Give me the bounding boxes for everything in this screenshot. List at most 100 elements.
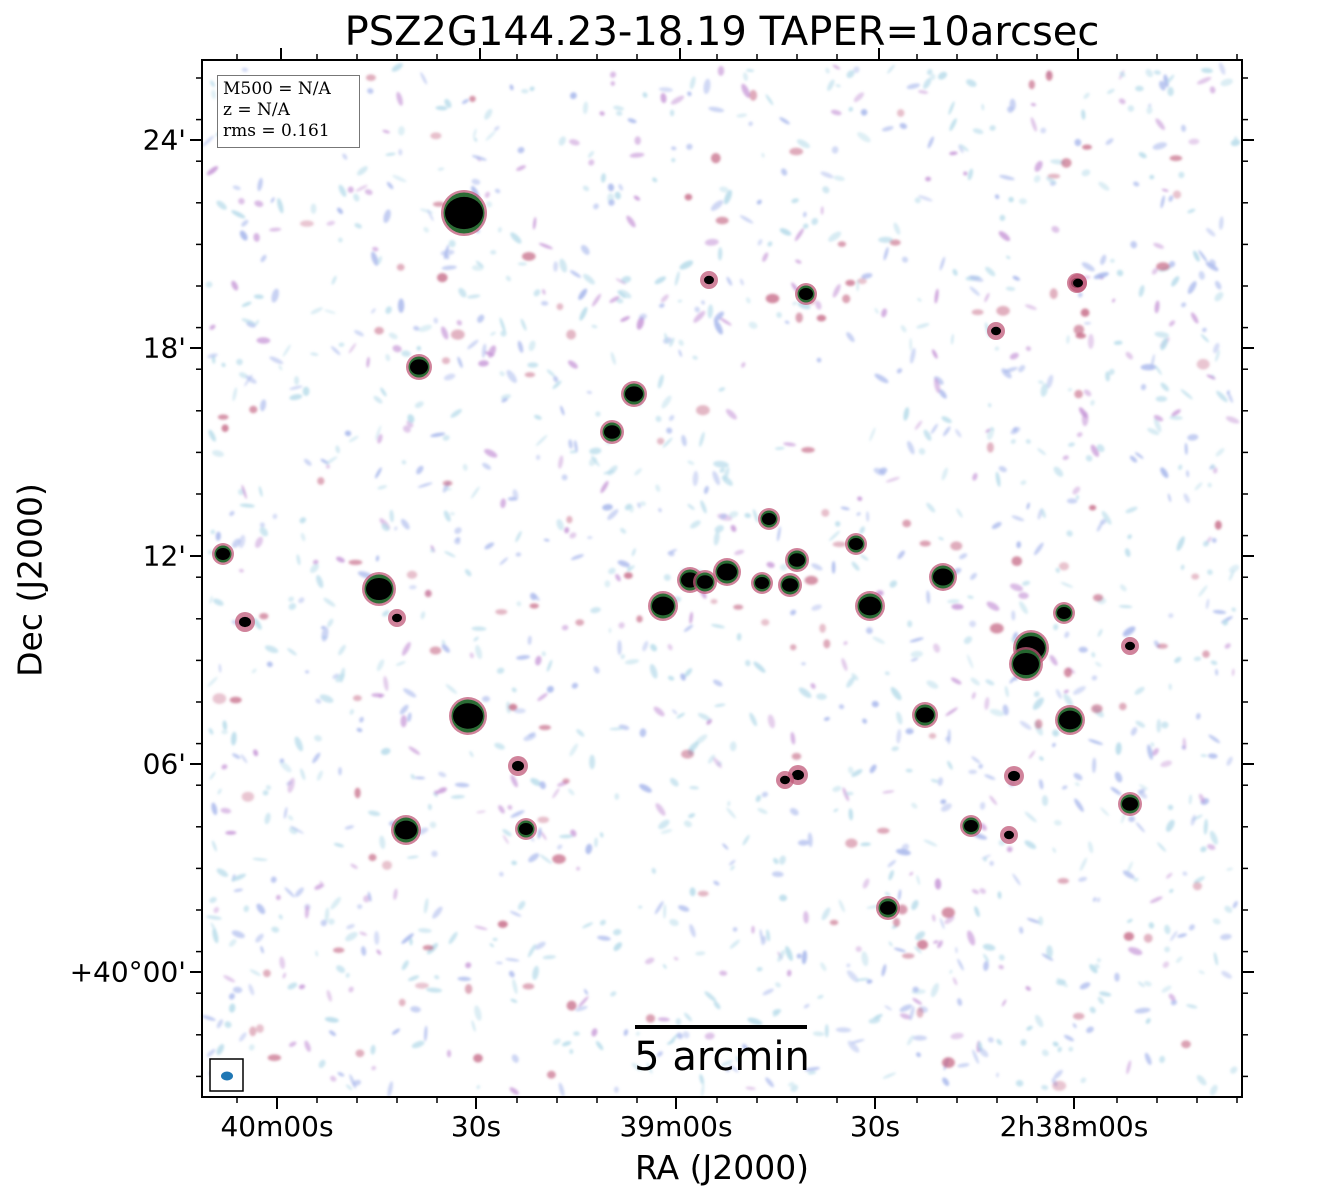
noise-speckle	[1213, 342, 1220, 354]
noise-speckle	[856, 512, 861, 516]
faint-blob	[424, 589, 432, 598]
noise-speckle	[253, 749, 259, 757]
noise-speckle	[874, 307, 879, 314]
noise-speckle	[253, 294, 264, 299]
noise-speckle	[1222, 619, 1229, 626]
noise-speckle	[1133, 877, 1139, 882]
faint-blob	[804, 575, 818, 585]
noise-speckle	[1182, 871, 1188, 876]
noise-speckle	[678, 339, 684, 346]
noise-speckle	[1165, 819, 1175, 832]
noise-speckle	[316, 575, 324, 588]
noise-speckle	[355, 184, 368, 192]
noise-speckle	[1198, 585, 1208, 597]
noise-speckle	[482, 462, 492, 470]
noise-speckle	[1148, 922, 1155, 929]
noise-speckle	[345, 1084, 353, 1091]
noise-speckle	[851, 561, 860, 571]
noise-speckle	[402, 642, 411, 656]
faint-blob	[816, 314, 827, 322]
noise-speckle	[1202, 540, 1210, 547]
noise-speckle	[613, 942, 622, 951]
noise-speckle	[523, 733, 537, 741]
faint-blob	[821, 509, 830, 517]
noise-speckle	[1053, 1069, 1063, 1080]
noise-speckle	[719, 468, 725, 473]
noise-speckle	[1089, 964, 1098, 974]
faint-blob	[941, 907, 955, 918]
noise-speckle	[982, 943, 996, 951]
faint-blob	[1061, 158, 1072, 168]
noise-speckle	[238, 372, 248, 379]
faint-blob	[1091, 704, 1103, 714]
noise-speckle	[608, 627, 612, 634]
noise-speckle	[262, 790, 269, 796]
source-core	[916, 707, 934, 723]
noise-speckle	[318, 1059, 326, 1068]
source-core	[1125, 641, 1135, 651]
noise-speckle	[552, 788, 560, 799]
noise-speckle	[777, 526, 781, 542]
noise-speckle	[574, 440, 578, 453]
noise-speckle	[406, 855, 419, 859]
noise-speckle	[571, 682, 579, 689]
noise-speckle	[1012, 275, 1021, 281]
noise-speckle	[443, 244, 449, 260]
noise-speckle	[530, 778, 542, 786]
noise-speckle	[644, 957, 655, 965]
noise-speckle	[614, 191, 621, 200]
noise-speckle	[288, 1041, 297, 1047]
noise-speckle	[510, 998, 518, 1003]
noise-speckle	[1037, 380, 1044, 385]
noise-speckle	[282, 972, 286, 979]
faint-blob	[442, 480, 453, 486]
radio-source	[391, 815, 421, 845]
noise-speckle	[429, 821, 437, 829]
noise-speckle	[321, 626, 329, 642]
source-core	[780, 775, 790, 785]
noise-speckle	[579, 306, 588, 321]
faint-blob	[1196, 358, 1210, 370]
noise-speckle	[382, 610, 390, 617]
noise-speckle	[646, 1062, 653, 1074]
noise-speckle	[1122, 626, 1136, 637]
noise-speckle	[687, 91, 692, 97]
noise-speckle	[607, 465, 618, 476]
faint-blob	[217, 414, 229, 420]
noise-speckle	[984, 774, 996, 780]
noise-speckle	[1168, 261, 1176, 268]
noise-speckle	[494, 188, 501, 194]
noise-speckle	[409, 938, 413, 946]
noise-speckle	[970, 572, 977, 580]
noise-speckle	[668, 1033, 679, 1045]
noise-speckle	[1019, 601, 1028, 614]
source-core	[366, 577, 392, 601]
noise-speckle	[1094, 661, 1102, 667]
noise-speckle	[1205, 598, 1210, 610]
noise-speckle	[1096, 958, 1102, 963]
noise-speckle	[1193, 656, 1202, 662]
noise-speckle	[914, 420, 923, 430]
noise-speckle	[866, 511, 870, 522]
noise-speckle	[958, 144, 964, 154]
noise-speckle	[1015, 1079, 1024, 1087]
noise-speckle	[1156, 719, 1162, 733]
noise-speckle	[535, 454, 541, 460]
noise-speckle	[382, 129, 390, 134]
radio-source	[1069, 274, 1087, 292]
source-core	[216, 548, 230, 560]
noise-speckle	[232, 185, 241, 191]
noise-speckle	[969, 620, 976, 628]
noise-speckle	[240, 754, 248, 764]
noise-speckle	[779, 855, 786, 865]
noise-speckle	[594, 837, 598, 848]
noise-speckle	[507, 496, 517, 501]
noise-speckle	[330, 896, 342, 910]
noise-speckle	[968, 275, 984, 282]
noise-speckle	[899, 123, 908, 129]
noise-speckle	[827, 79, 835, 91]
noise-speckle	[241, 484, 247, 499]
noise-speckle	[668, 551, 675, 557]
noise-speckle	[494, 742, 505, 750]
noise-speckle	[222, 720, 228, 731]
